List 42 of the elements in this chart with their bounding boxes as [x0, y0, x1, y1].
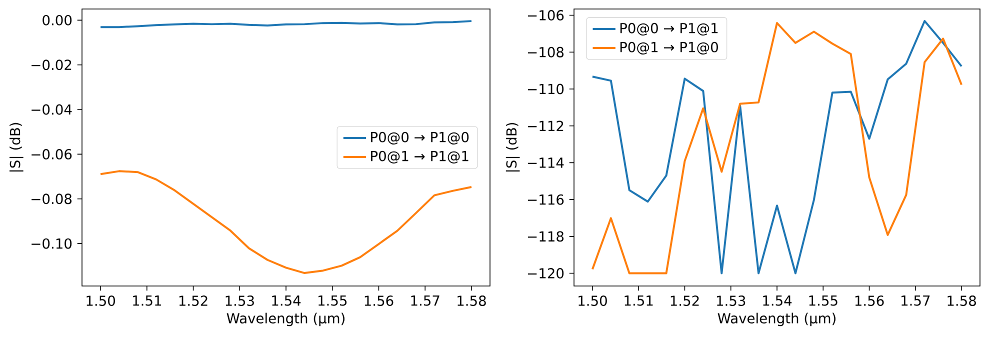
x-tick-label: 1.55 — [318, 296, 347, 306]
y-tick-label: −106 — [528, 10, 564, 20]
x-tick-label: 1.54 — [272, 296, 301, 306]
line-series — [100, 170, 472, 274]
y-axis-title: |S| (dB) — [10, 122, 24, 172]
y-tick-label: −0.08 — [32, 194, 72, 204]
x-tick-label: 1.56 — [855, 296, 884, 306]
line-series — [100, 20, 472, 28]
x-tick-label: 1.58 — [948, 296, 976, 306]
x-tick-label: 1.52 — [179, 296, 208, 306]
x-tick-label: 1.53 — [226, 296, 254, 306]
x-tick-label: 1.57 — [902, 296, 930, 306]
legend-label: P0@0 → P1@0 — [371, 132, 469, 144]
x-tick-label: 1.51 — [133, 296, 162, 306]
legend-label: P0@0 → P1@1 — [620, 22, 718, 36]
y-tick-label: −0.04 — [32, 104, 72, 115]
x-tick-label: 1.52 — [670, 296, 699, 306]
x-tick-label: 1.51 — [624, 296, 653, 306]
x-tick-label: 1.54 — [763, 296, 792, 306]
y-axis-title: |S| (dB) — [506, 122, 520, 172]
y-tick-label: −0.02 — [32, 60, 72, 70]
y-tick-label: −116 — [528, 194, 564, 205]
y-tick-label: −118 — [528, 231, 564, 242]
legend-label: P0@1 → P1@0 — [620, 42, 718, 55]
x-tick-label: 1.57 — [411, 296, 440, 306]
y-tick-label: −114 — [528, 158, 564, 168]
x-tick-label: 1.53 — [717, 296, 746, 306]
x-axis-title: Wavelength (µm) — [226, 312, 344, 326]
y-tick-label: −108 — [528, 46, 564, 58]
x-tick-label: 1.56 — [364, 296, 394, 306]
legend-label: P0@1 → P1@1 — [371, 150, 468, 164]
y-tick-label: −110 — [528, 84, 564, 94]
x-tick-label: 1.58 — [458, 296, 486, 306]
y-tick-label: −0.06 — [32, 148, 72, 160]
y-tick-label: 0.00 — [42, 14, 72, 26]
x-tick-label: 1.55 — [809, 296, 838, 306]
x-axis-title: Wavelength (µm) — [718, 312, 836, 326]
y-tick-label: −120 — [528, 268, 564, 278]
x-tick-label: 1.50 — [86, 296, 116, 306]
y-tick-label: −112 — [528, 120, 564, 131]
y-tick-label: −0.10 — [32, 238, 72, 249]
x-tick-label: 1.50 — [578, 296, 607, 306]
